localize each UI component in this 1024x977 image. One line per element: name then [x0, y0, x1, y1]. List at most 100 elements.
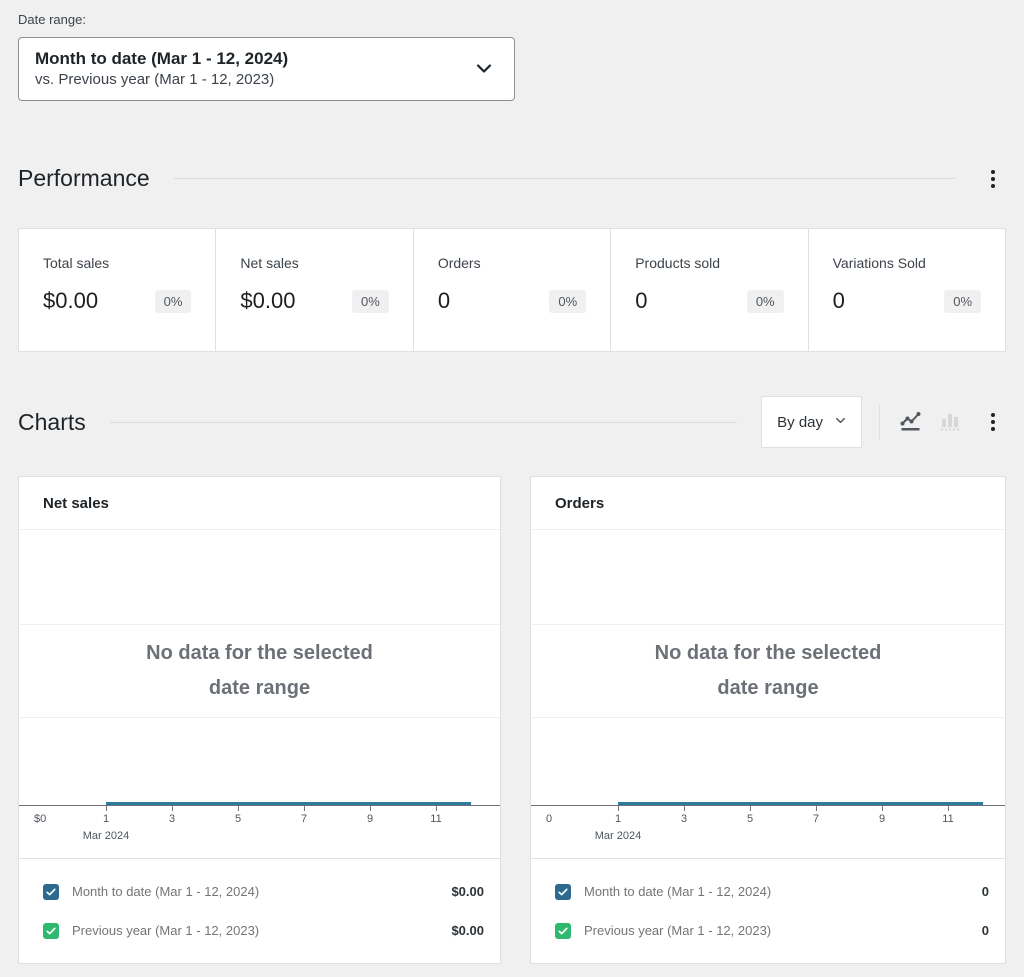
stat-delta-badge: 0%	[549, 289, 587, 313]
stat-card-net-sales[interactable]: Net sales $0.00 0%	[215, 229, 412, 351]
stat-card-orders[interactable]: Orders 0 0%	[412, 229, 610, 351]
ellipsis-icon	[991, 169, 995, 174]
tick-mark	[816, 806, 817, 811]
chevron-down-icon	[833, 413, 848, 432]
performance-header: Performance	[18, 162, 1006, 195]
x-tick-label: 1	[614, 813, 622, 825]
tick-mark	[750, 806, 751, 811]
series-checkbox-checked[interactable]	[43, 883, 59, 900]
performance-menu-button[interactable]	[980, 162, 1006, 196]
interval-selector[interactable]: By day	[761, 396, 862, 448]
series-checkbox-checked[interactable]	[43, 922, 59, 939]
legend-value: $0.00	[451, 884, 484, 899]
chart-panel-title: Orders	[531, 477, 1005, 530]
tick-mark	[618, 806, 619, 811]
charts-menu-button[interactable]	[980, 405, 1006, 439]
x-tick-label: 3	[680, 813, 688, 825]
chart-panel-net-sales: Net sales No data for the selected date …	[18, 476, 501, 964]
x-axis: 0 1 3 5 7 9 11 Mar 2024	[531, 806, 1005, 858]
x-tick-label: 1	[102, 813, 110, 825]
stat-label: Variations Sold	[832, 255, 926, 271]
x-tick-label: 9	[366, 813, 374, 825]
stat-label: Orders	[437, 255, 481, 271]
tick-mark	[106, 806, 107, 811]
stat-value: 0	[832, 288, 845, 313]
gridline	[19, 717, 500, 718]
check-icon	[558, 927, 568, 934]
x-axis-month-label: Mar 2024	[82, 830, 130, 842]
x-tick-label: 3	[168, 813, 176, 825]
tick-mark	[436, 806, 437, 811]
tick-mark	[172, 806, 173, 811]
date-range-text: Month to date (Mar 1 - 12, 2024) vs. Pre…	[35, 48, 288, 90]
legend-value: 0	[981, 884, 989, 899]
stat-delta-badge: 0%	[352, 289, 389, 313]
stat-value: 0	[437, 288, 451, 313]
series-checkbox-checked[interactable]	[555, 883, 571, 900]
zero-value-line	[618, 802, 983, 805]
legend-label: Previous year (Mar 1 - 12, 2023)	[72, 923, 260, 938]
legend-item-month-to-date[interactable]: Month to date (Mar 1 - 12, 2024) $0.00	[43, 872, 484, 911]
date-range-primary: Month to date (Mar 1 - 12, 2024)	[35, 49, 289, 68]
chart-plot-area[interactable]: No data for the selected date range	[19, 530, 500, 806]
tick-mark	[684, 806, 685, 811]
stat-card-products-sold[interactable]: Products sold 0 0%	[610, 229, 807, 351]
chart-panel-title: Net sales	[19, 477, 500, 530]
check-icon	[558, 888, 568, 895]
empty-data-message: No data for the selected date range	[654, 641, 882, 699]
stat-value: $0.00	[240, 288, 296, 313]
tick-mark	[948, 806, 949, 811]
performance-stats-row: Total sales $0.00 0% Net sales $0.00 0% …	[18, 228, 1006, 352]
bar-chart-toggle-button[interactable]	[930, 402, 970, 442]
chart-legend: Month to date (Mar 1 - 12, 2024) $0.00 P…	[19, 858, 500, 963]
x-tick-label: 5	[234, 813, 242, 825]
divider	[173, 178, 956, 179]
stat-card-variations-sold[interactable]: Variations Sold 0 0%	[807, 229, 1005, 351]
interval-selector-value: By day	[777, 413, 823, 431]
chevron-down-icon	[472, 56, 496, 83]
legend-label: Month to date (Mar 1 - 12, 2024)	[584, 884, 772, 899]
x-tick-label: 9	[878, 813, 886, 825]
chart-plot-area[interactable]: No data for the selected date range	[531, 530, 1005, 806]
date-range-selector[interactable]: Month to date (Mar 1 - 12, 2024) vs. Pre…	[18, 37, 515, 101]
bar-chart-icon	[937, 407, 964, 437]
legend-item-previous-year[interactable]: Previous year (Mar 1 - 12, 2023) $0.00	[43, 911, 484, 950]
x-axis: $0 1 3 5 7 9 11 Mar 2024	[19, 806, 500, 858]
stat-card-total-sales[interactable]: Total sales $0.00 0%	[19, 229, 215, 351]
divider	[879, 404, 880, 440]
empty-data-message: No data for the selected date range	[146, 641, 373, 699]
x-tick-label: 5	[746, 813, 754, 825]
performance-title: Performance	[18, 165, 150, 191]
gridline	[531, 717, 1005, 718]
gridline	[531, 624, 1005, 625]
x-tick-label: 7	[300, 813, 308, 825]
check-icon	[46, 927, 56, 934]
gridline	[19, 624, 500, 625]
tick-mark	[304, 806, 305, 811]
tick-mark	[238, 806, 239, 811]
stat-delta-badge: 0%	[746, 289, 784, 313]
chart-panel-orders: Orders No data for the selected date ran…	[530, 476, 1006, 964]
x-tick-label: 11	[942, 813, 954, 825]
legend-value: $0.00	[451, 923, 484, 938]
tick-mark	[882, 806, 883, 811]
legend-label: Previous year (Mar 1 - 12, 2023)	[584, 923, 772, 938]
x-tick-label: 11	[430, 813, 442, 825]
stat-label: Total sales	[43, 255, 110, 271]
x-axis-month-label: Mar 2024	[594, 830, 642, 842]
zero-value-line	[106, 802, 471, 805]
stat-value: 0	[635, 288, 648, 313]
stat-delta-badge: 0%	[944, 289, 982, 313]
date-range-secondary: vs. Previous year (Mar 1 - 12, 2023)	[35, 71, 275, 88]
legend-item-month-to-date[interactable]: Month to date (Mar 1 - 12, 2024) 0	[555, 872, 989, 911]
stat-value: $0.00	[43, 288, 99, 313]
legend-label: Month to date (Mar 1 - 12, 2024)	[72, 884, 260, 899]
chart-panels-row: Net sales No data for the selected date …	[18, 476, 1006, 964]
check-icon	[46, 888, 56, 895]
series-checkbox-checked[interactable]	[555, 922, 571, 939]
legend-item-previous-year[interactable]: Previous year (Mar 1 - 12, 2023) 0	[555, 911, 989, 950]
line-chart-toggle-button[interactable]	[890, 402, 930, 442]
stat-delta-badge: 0%	[154, 289, 192, 313]
ellipsis-icon	[991, 413, 995, 417]
